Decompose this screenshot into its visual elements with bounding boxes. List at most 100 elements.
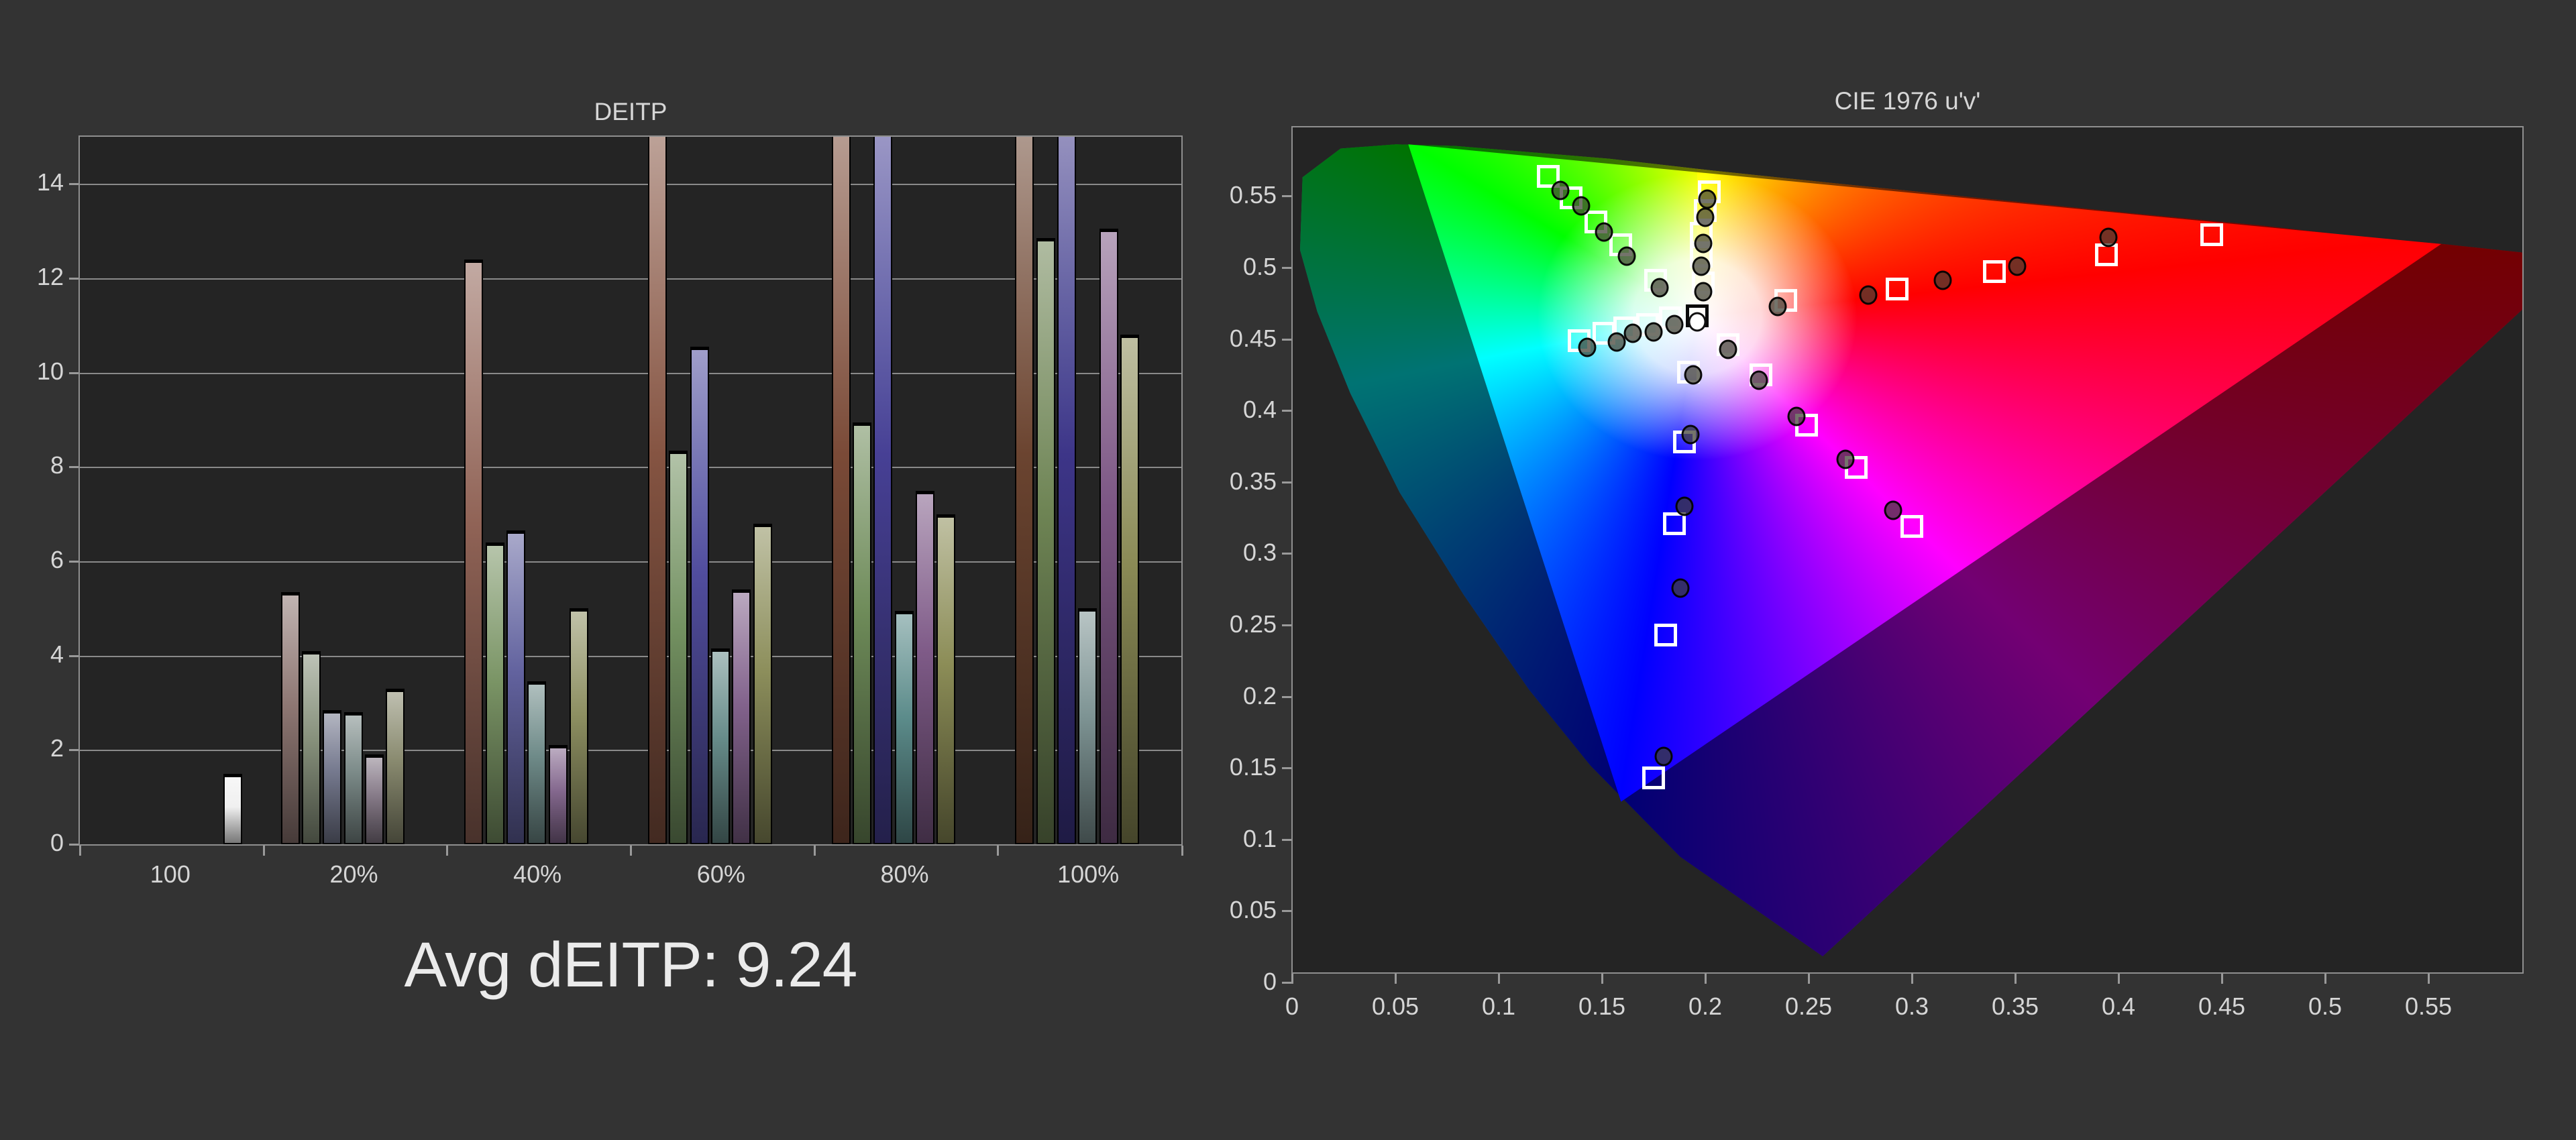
cie-x-tick <box>1291 974 1293 984</box>
cie-y-tick <box>1282 767 1291 770</box>
blue-target-100pct <box>1642 766 1665 790</box>
deitp-bar-blue-40% <box>506 530 525 844</box>
deitp-bar-green-20% <box>301 650 321 844</box>
green-measured-60pct <box>1595 222 1613 242</box>
red-measured-20pct <box>1768 296 1787 317</box>
deitp-bar-blue-60% <box>690 346 709 844</box>
deitp-bar-cyan-100% <box>1078 608 1097 844</box>
deitp-bar-yellow-100% <box>1120 335 1139 844</box>
deitp-y-tick-label: 8 <box>50 451 64 479</box>
deitp-y-tick <box>69 466 78 469</box>
deitp-bar-green-60% <box>669 450 688 844</box>
cyan-measured-60pct <box>1623 323 1642 343</box>
cie-x-tick <box>1395 974 1397 984</box>
deitp-gridline <box>80 372 1181 374</box>
deitp-bar-cyan-80% <box>894 610 914 844</box>
magenta-measured-80pct <box>1836 449 1855 469</box>
cie-x-tick <box>2118 974 2120 984</box>
cie-y-tick-label: 0.15 <box>1229 753 1277 781</box>
cie-x-tick <box>1808 974 1810 984</box>
deitp-bar-blue-80% <box>873 137 893 844</box>
deitp-y-tick <box>69 844 78 846</box>
green-measured-80pct <box>1617 246 1636 266</box>
cie-y-tick <box>1282 195 1291 198</box>
cie-x-tick-label: 0.55 <box>2404 992 2453 1020</box>
deitp-y-tick <box>69 561 78 563</box>
cie-chart-title: CIE 1976 u'v' <box>1834 87 1981 115</box>
green-measured-40pct <box>1572 196 1591 216</box>
deitp-x-group-label: 40% <box>513 860 562 888</box>
yellow-measured-20pct <box>1698 189 1717 209</box>
blue-target-80pct <box>1654 623 1678 646</box>
deitp-gridline <box>80 655 1181 657</box>
cie-y-tick-label: 0.55 <box>1229 181 1277 209</box>
deitp-bar-magenta-60% <box>732 589 751 844</box>
cie-x-tick-label: 0.3 <box>1894 992 1929 1020</box>
cie-y-tick-label: 0.4 <box>1242 396 1277 424</box>
magenta-measured-40pct <box>1750 370 1768 390</box>
cie-x-tick-label: 0 <box>1285 992 1299 1020</box>
deitp-y-tick-label: 6 <box>50 546 64 573</box>
deitp-gridline <box>80 184 1181 186</box>
deitp-y-tick-label: 10 <box>36 357 64 385</box>
cie-y-tick <box>1282 338 1291 341</box>
cyan-measured-40pct <box>1607 332 1626 352</box>
cie-x-tick <box>1498 974 1500 984</box>
cie-y-tick <box>1282 910 1291 913</box>
deitp-bar-magenta-80% <box>915 490 934 844</box>
cyan-measured-20pct <box>1578 337 1597 357</box>
green-measured-20pct <box>1551 180 1570 201</box>
deitp-bar-green-40% <box>485 542 504 844</box>
magenta-target-100pct <box>1900 514 1923 538</box>
magenta-measured-60pct <box>1787 406 1806 426</box>
magenta-measured-20pct <box>1719 339 1737 359</box>
deitp-x-group-label: 100% <box>1057 860 1120 888</box>
yellow-measured-40pct <box>1696 207 1715 227</box>
deitp-bar-yellow-20% <box>386 688 405 844</box>
deitp-bar-red-80% <box>831 137 851 844</box>
deitp-x-tick <box>630 846 632 856</box>
deitp-bar-yellow-60% <box>753 523 772 844</box>
cie-y-tick <box>1282 982 1291 984</box>
deitp-bar-magenta-40% <box>548 745 568 844</box>
deitp-x-tick <box>1181 846 1183 856</box>
deitp-bar-cyan-40% <box>527 681 547 844</box>
deitp-x-tick <box>446 846 449 856</box>
deitp-bar-white-100 <box>223 773 242 844</box>
deitp-y-tick-label: 12 <box>36 263 64 290</box>
deitp-bar-cyan-20% <box>343 712 363 844</box>
deitp-y-tick-label: 0 <box>50 829 64 856</box>
cyan-measured-100pct <box>1665 315 1684 335</box>
deitp-x-group-label: 60% <box>696 860 745 888</box>
green-target-20pct <box>1536 164 1560 188</box>
red-measured-60pct <box>1933 270 1952 290</box>
deitp-gridline <box>80 467 1181 469</box>
magenta-measured-100pct <box>1884 500 1902 520</box>
cie-1976-uv-diagram <box>1291 126 2524 974</box>
cie-x-tick-label: 0.45 <box>2198 992 2246 1020</box>
deitp-gridline <box>80 278 1181 280</box>
deitp-x-group-label: 100 <box>150 860 191 888</box>
deitp-bar-blue-100% <box>1057 137 1076 844</box>
cie-x-tick <box>1911 974 1913 984</box>
deitp-x-group-label: 20% <box>329 860 378 888</box>
deitp-bar-yellow-40% <box>569 608 588 844</box>
cie-y-tick-label: 0.3 <box>1242 538 1277 567</box>
deitp-bar-magenta-20% <box>364 754 384 844</box>
cie-y-tick <box>1282 481 1291 483</box>
cie-x-tick-label: 0.2 <box>1688 992 1723 1020</box>
deitp-y-tick <box>69 749 78 752</box>
cie-y-tick <box>1282 410 1291 412</box>
cie-measurement-points <box>1293 127 2522 972</box>
white-point-measured <box>1688 312 1707 332</box>
deitp-x-tick <box>813 846 816 856</box>
cie-x-tick <box>2324 974 2326 984</box>
deitp-bar-yellow-80% <box>936 514 956 844</box>
cie-y-tick-label: 0.2 <box>1242 681 1277 709</box>
blue-target-60pct <box>1662 512 1686 535</box>
cie-x-tick <box>1601 974 1603 984</box>
blue-measured-20pct <box>1684 365 1703 385</box>
cie-y-tick <box>1282 267 1291 269</box>
yellow-measured-100pct <box>1694 282 1713 302</box>
